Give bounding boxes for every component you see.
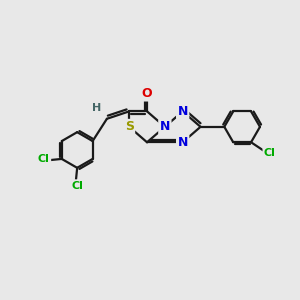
Text: N: N — [178, 105, 188, 118]
Text: Cl: Cl — [38, 154, 50, 164]
Text: Cl: Cl — [71, 181, 83, 191]
Text: N: N — [178, 136, 188, 149]
Text: N: N — [160, 120, 170, 133]
Text: S: S — [125, 120, 134, 133]
Text: O: O — [142, 87, 152, 100]
Text: H: H — [92, 103, 101, 113]
Text: Cl: Cl — [264, 148, 276, 158]
